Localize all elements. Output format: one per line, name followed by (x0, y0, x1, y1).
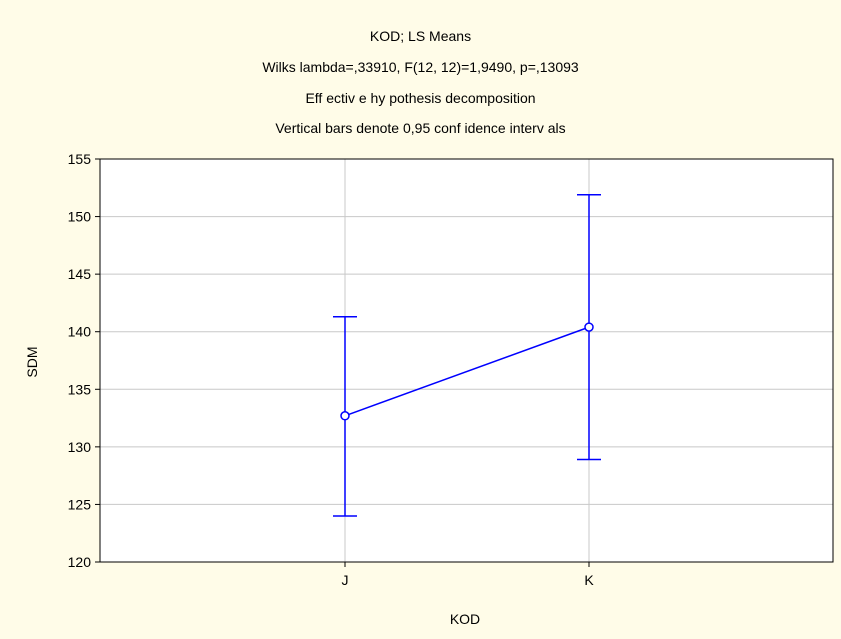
chart-subtitle-ci-note: Vertical bars denote 0,95 conf idence in… (275, 120, 566, 136)
y-tick-label: 140 (68, 324, 92, 340)
y-tick-label: 145 (68, 266, 92, 282)
series-line (344, 326, 590, 417)
mean-point (584, 322, 594, 332)
x-axis-label: KOD (450, 611, 480, 627)
plot-background (100, 159, 833, 562)
mean-point (340, 411, 350, 421)
y-tick-label: 130 (68, 439, 92, 455)
x-tick-label: K (584, 572, 594, 588)
chart-subtitle-decomposition: Eff ectiv e hy pothesis decomposition (305, 90, 536, 106)
y-tick-label: 135 (68, 381, 92, 397)
plot-border (99, 158, 834, 563)
x-tick-label: J (342, 572, 349, 588)
chart-title: KOD; LS Means (369, 28, 472, 44)
chart-subtitle-stats: Wilks lambda=,33910, F(12, 12)=1,9490, p… (262, 59, 579, 75)
y-tick-label: 120 (68, 554, 92, 570)
y-tick-label: 150 (68, 209, 92, 225)
y-tick-label: 155 (68, 151, 92, 167)
y-tick-label: 125 (68, 496, 92, 512)
y-axis-label: SDM (24, 346, 40, 377)
